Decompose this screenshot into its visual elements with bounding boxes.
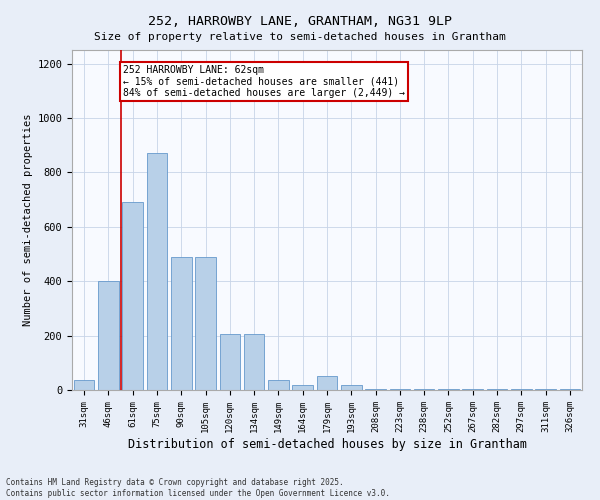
Bar	[560, 388, 580, 390]
Y-axis label: Number of semi-detached properties: Number of semi-detached properties	[23, 114, 33, 326]
Bar	[463, 388, 483, 390]
Bar	[268, 380, 289, 390]
Bar	[195, 256, 216, 390]
Bar	[244, 334, 265, 390]
Bar	[171, 256, 191, 390]
Text: Contains HM Land Registry data © Crown copyright and database right 2025.
Contai: Contains HM Land Registry data © Crown c…	[6, 478, 390, 498]
Bar	[535, 388, 556, 390]
Bar	[146, 154, 167, 390]
Bar	[341, 384, 362, 390]
Bar	[122, 202, 143, 390]
Bar	[98, 281, 119, 390]
Bar	[220, 334, 240, 390]
Bar	[317, 376, 337, 390]
Bar	[74, 380, 94, 390]
Text: Size of property relative to semi-detached houses in Grantham: Size of property relative to semi-detach…	[94, 32, 506, 42]
X-axis label: Distribution of semi-detached houses by size in Grantham: Distribution of semi-detached houses by …	[128, 438, 527, 450]
Bar	[414, 388, 434, 390]
Bar	[389, 388, 410, 390]
Bar	[365, 388, 386, 390]
Bar	[438, 388, 459, 390]
Text: 252, HARROWBY LANE, GRANTHAM, NG31 9LP: 252, HARROWBY LANE, GRANTHAM, NG31 9LP	[148, 15, 452, 28]
Bar	[511, 388, 532, 390]
Text: 252 HARROWBY LANE: 62sqm
← 15% of semi-detached houses are smaller (441)
84% of : 252 HARROWBY LANE: 62sqm ← 15% of semi-d…	[123, 65, 405, 98]
Bar	[292, 384, 313, 390]
Bar	[487, 388, 508, 390]
